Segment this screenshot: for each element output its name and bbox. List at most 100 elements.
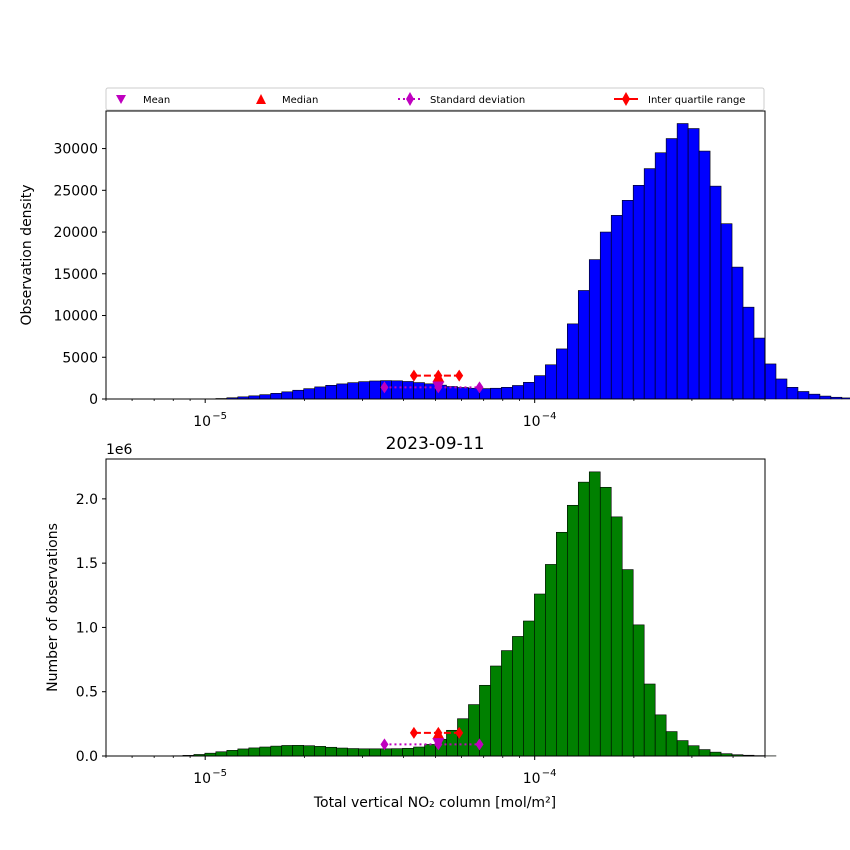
histogram-bar <box>545 364 557 400</box>
histogram-bar <box>599 486 612 757</box>
histogram-bar <box>797 391 810 400</box>
histogram-bar <box>731 266 744 400</box>
y-tick-label: 30000 <box>53 142 98 158</box>
histogram-bar <box>698 749 711 757</box>
histogram-bar <box>237 748 250 757</box>
y-tick-label: 1.5 <box>76 556 98 572</box>
iqr-marker <box>455 726 464 739</box>
histogram-bar <box>325 385 337 400</box>
histogram-bar <box>632 184 645 400</box>
median-marker <box>432 371 445 383</box>
y-tick-label: 0.5 <box>76 685 98 701</box>
y-tick-label: 25000 <box>53 183 98 199</box>
histogram-bar <box>545 564 557 757</box>
histogram-bar <box>643 168 656 400</box>
top-summary-markers <box>380 369 484 394</box>
bottom-x-axis-label: Total vertical NO₂ column [mol/m²] <box>313 795 556 811</box>
histogram-bar <box>501 387 513 400</box>
histogram-bar <box>270 393 283 400</box>
histogram-bar <box>314 386 326 400</box>
histogram-bar <box>610 516 623 757</box>
top-histogram-bars <box>204 123 850 400</box>
y-tick-label: 1.0 <box>76 620 98 636</box>
histogram-bar <box>566 323 579 400</box>
y-tick-label: 20000 <box>53 225 98 241</box>
histogram-bar <box>534 375 546 400</box>
legend-item-iqr: Inter quartile range <box>614 92 745 106</box>
histogram-bar <box>512 636 524 757</box>
histogram-bar <box>523 382 535 400</box>
x-tick-exponent: −5 <box>212 411 227 422</box>
y-tick-label: 0.0 <box>76 749 98 765</box>
histogram-bar <box>709 751 722 757</box>
bottom-y-axis-label: Number of observations <box>45 523 61 692</box>
legend: Mean Median Standard deviation Inter qua… <box>105 87 765 111</box>
histogram-bar <box>402 381 414 400</box>
y-tick-label: 0 <box>89 392 98 408</box>
histogram-bar <box>369 380 381 400</box>
histogram-bar <box>676 123 689 400</box>
legend-label-iqr: Inter quartile range <box>648 95 745 106</box>
histogram-bar <box>643 683 656 757</box>
diamond-dotted-line-icon <box>406 92 414 106</box>
iqr-marker <box>409 369 418 382</box>
x-tick-exponent: −4 <box>542 768 557 779</box>
bottom-histogram-panel: 2023-09-11 1e6 10 −5 10 −4 0.00.51.01.52.0 … <box>45 434 777 811</box>
histogram-bar <box>534 593 546 757</box>
histogram-bar <box>281 391 294 400</box>
std-marker <box>475 381 484 394</box>
legend-frame <box>105 87 765 111</box>
histogram-bar <box>259 394 272 400</box>
median-marker <box>432 728 445 740</box>
histogram-bar <box>358 748 370 757</box>
histogram-bar <box>632 624 645 757</box>
histogram-bar <box>841 397 850 400</box>
histogram-bar <box>599 231 612 400</box>
iqr-marker <box>409 726 418 739</box>
histogram-bar <box>336 747 348 757</box>
bottom-y-offset-text: 1e6 <box>106 442 133 458</box>
histogram-bar <box>665 731 678 757</box>
bottom-x-axis: 10 −5 10 −4 <box>105 756 766 787</box>
legend-label-median: Median <box>282 95 318 106</box>
bottom-histogram-bars <box>171 471 777 757</box>
x-tick-label: 10 <box>193 771 211 787</box>
histogram-bar <box>380 748 392 757</box>
histogram-bar <box>654 152 667 400</box>
histogram-bar <box>687 128 700 400</box>
bottom-chart-title: 2023-09-11 <box>386 434 485 454</box>
legend-item-median: Median <box>256 94 318 106</box>
top-y-axis-label: Observation density <box>19 184 35 325</box>
top-y-axis: 0 5000 10000 15000 20000 25000 30000 <box>53 142 106 408</box>
histogram-bar <box>369 748 381 757</box>
diamond-solid-line-icon <box>622 92 630 106</box>
bottom-y-axis: 0.0 0.5 1.0 1.5 2.0 <box>76 492 106 765</box>
histogram-bar <box>424 383 436 400</box>
histogram-bar <box>358 381 370 400</box>
histogram-bar <box>391 748 403 757</box>
histogram-bar <box>347 748 359 757</box>
x-tick-label: 10 <box>523 771 541 787</box>
histogram-bar <box>281 745 294 757</box>
histogram-bar <box>588 259 601 400</box>
histogram-bar <box>248 747 261 757</box>
histogram-bar <box>808 393 821 400</box>
y-tick-label: 10000 <box>53 309 98 325</box>
y-tick-label: 2.0 <box>76 492 98 508</box>
bottom-summary-markers <box>380 726 484 751</box>
histogram-bar <box>775 378 788 400</box>
histogram-bar <box>577 481 590 757</box>
histogram-bar <box>402 747 414 757</box>
histogram-bar <box>819 395 832 400</box>
histogram-bar <box>764 363 777 400</box>
histogram-bar <box>391 380 403 400</box>
histogram-bar <box>830 396 843 400</box>
histogram-bar <box>270 745 283 757</box>
histogram-bar <box>457 387 469 400</box>
histogram-bar <box>786 387 799 400</box>
histogram-bar <box>753 337 766 400</box>
histogram-bar <box>501 650 513 757</box>
legend-label-std: Standard deviation <box>430 95 525 106</box>
triangle-up-icon <box>256 94 266 104</box>
